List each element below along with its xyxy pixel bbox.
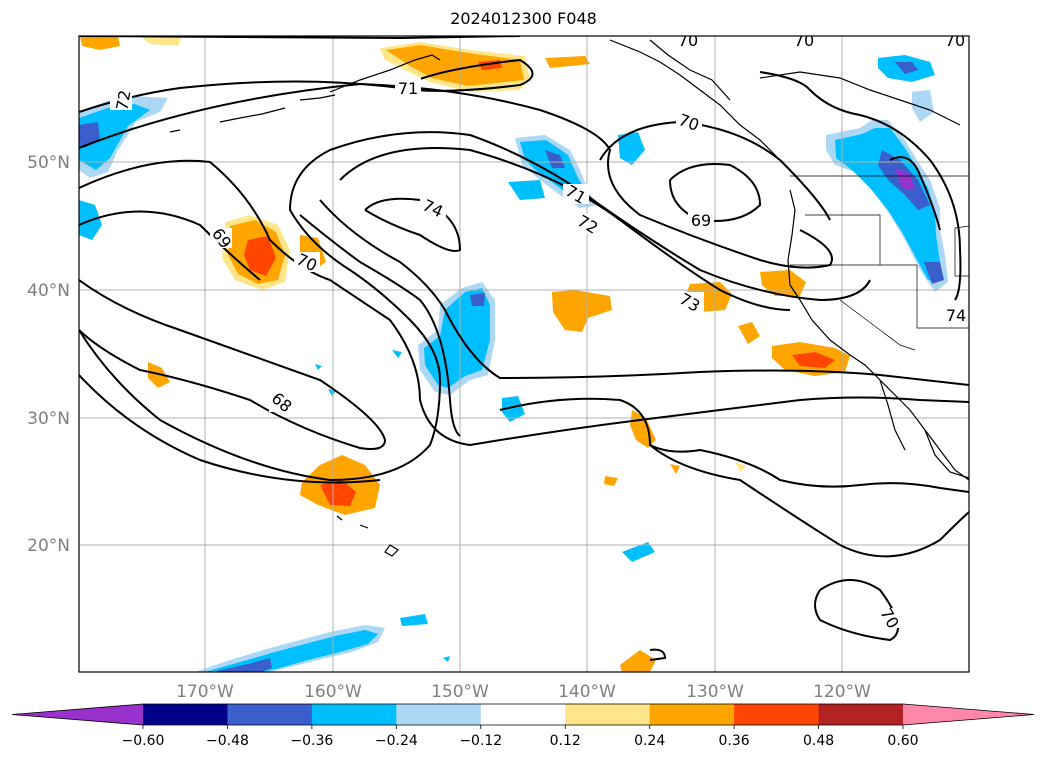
lat-label: 40°N: [27, 281, 70, 301]
colorbar-tick-label: −0.24: [375, 733, 418, 749]
positive-anomaly-shading: [140, 36, 182, 46]
positive-anomaly-shading: [244, 236, 276, 276]
map-frame: [78, 35, 970, 673]
negative-anomaly-shading: [545, 150, 565, 168]
lat-label: 50°N: [27, 153, 70, 173]
colorbar-tick-label: 0.48: [803, 733, 834, 749]
positive-anomaly-shading: [604, 476, 618, 486]
negative-anomaly-shading: [315, 364, 322, 370]
negative-anomaly-shading: [392, 350, 402, 358]
negative-anomaly-shading: [79, 104, 150, 170]
colorbar-bin: [734, 704, 820, 725]
positive-anomaly-shading: [552, 290, 612, 332]
colorbar-extend-high: [903, 704, 1034, 725]
contour-label: 70: [945, 31, 965, 50]
colorbar-ticks: −0.60 −0.48 −0.36 −0.24 −0.12 0.12 0.24 0.36 0.4…: [122, 725, 919, 749]
lon-label: 160°W: [304, 682, 362, 702]
longitude-labels: 170°W 160°W 150°W 140°W 130°W 120°W: [176, 682, 871, 702]
colorbar-bin: [396, 704, 482, 725]
latitude-labels: 50°N 40°N 30°N 20°N: [27, 153, 70, 556]
colorbar-tick-label: −0.60: [122, 733, 165, 749]
negative-anomaly-shading: [424, 288, 490, 388]
colorbar-tick-label: 0.24: [634, 733, 665, 749]
colorbar-tick-label: 0.60: [887, 733, 918, 749]
positive-anomaly-shading: [735, 462, 746, 472]
negative-anomaly-shading: [212, 658, 272, 672]
contour-label: 69: [691, 211, 711, 230]
colorbar-tick-label: 0.12: [550, 733, 581, 749]
lon-label: 120°W: [813, 682, 871, 702]
negative-anomaly-shading: [895, 168, 915, 190]
colorbar-bin: [480, 704, 566, 725]
negative-anomaly-shading: [835, 128, 940, 282]
negative-anomaly-shading: [205, 630, 378, 672]
graticule: [79, 36, 969, 672]
colorbar-tick-label: −0.48: [206, 733, 249, 749]
lat-label: 20°N: [27, 536, 70, 556]
negative-anomaly-shading: [443, 656, 450, 662]
negative-anomaly-shading: [912, 90, 934, 122]
lon-label: 150°W: [431, 682, 489, 702]
contour-label: 70: [678, 31, 698, 50]
negative-anomaly-shading: [895, 62, 918, 74]
positive-anomaly-shading: [545, 56, 590, 68]
positive-anomaly-shading: [670, 464, 680, 474]
positive-anomaly-shading: [792, 352, 835, 368]
negative-anomaly-shading: [400, 614, 428, 626]
negative-anomaly-shading: [924, 262, 944, 284]
map-title: 2024012300 F048: [450, 9, 597, 28]
negative-anomaly-shading: [470, 293, 485, 306]
positive-anomaly-shading: [80, 36, 120, 50]
lon-label: 130°W: [686, 682, 744, 702]
positive-anomaly-shading: [620, 650, 656, 672]
lon-label: 170°W: [176, 682, 234, 702]
lon-label: 140°W: [558, 682, 616, 702]
colorbar: [11, 703, 1035, 726]
colorbar-bin: [311, 704, 397, 725]
negative-anomaly-shading: [508, 180, 545, 200]
contour-label: 72: [112, 89, 134, 112]
colorbar-bin: [818, 704, 904, 725]
lat-label: 30°N: [27, 409, 70, 429]
colorbar-extend-low: [12, 704, 143, 725]
colorbar-bin: [649, 704, 735, 725]
political-borders: [790, 175, 969, 351]
colorbar-tick-label: −0.36: [290, 733, 333, 749]
height-contours: [79, 36, 969, 661]
colorbar-tick-label: −0.12: [459, 733, 502, 749]
colorbar-bin: [227, 704, 313, 725]
negative-anomaly-shading: [502, 396, 525, 422]
contour-labels: 72 71 70 74 69 71 72 69 70 73 74 68 70: [110, 31, 969, 632]
positive-anomaly-shading: [320, 480, 356, 506]
contour-label: 70: [794, 31, 814, 50]
negative-anomaly-shading: [622, 542, 655, 562]
contour-label: 74: [946, 306, 966, 325]
colorbar-bin: [143, 704, 228, 725]
positive-anomaly-shading: [386, 45, 524, 86]
negative-anomaly-shading: [618, 132, 645, 165]
positive-anomaly-shading: [738, 322, 760, 344]
colorbar-bin: [565, 704, 651, 725]
contour-label: 71: [398, 79, 418, 98]
colorbar-tick-label: 0.36: [719, 733, 750, 749]
